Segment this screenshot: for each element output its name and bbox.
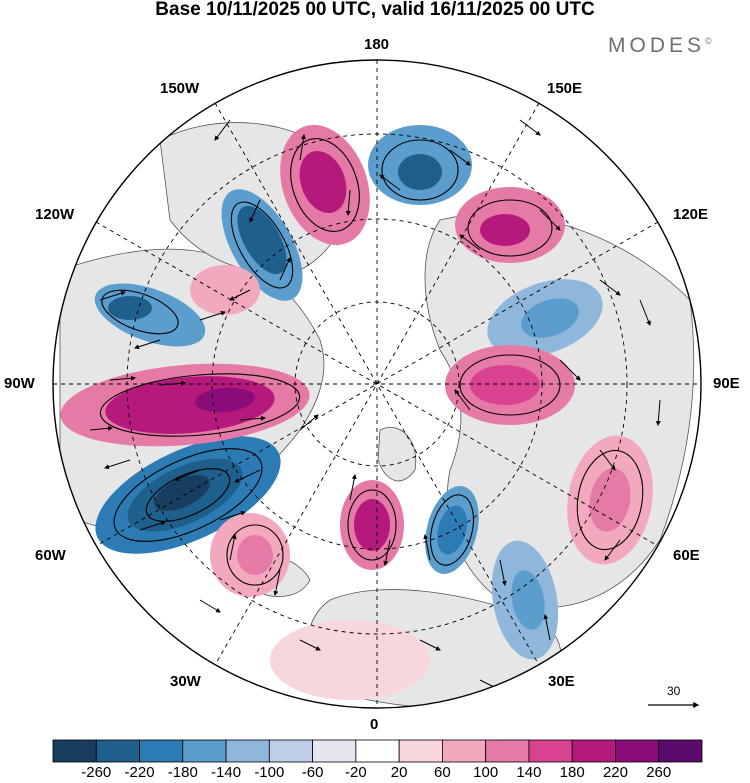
colorbar-swatch bbox=[95, 739, 140, 763]
colorbar-swatch bbox=[398, 739, 443, 763]
colorbar-tick-label: 60 bbox=[434, 764, 451, 781]
map-title: Base 10/11/2025 00 UTC, valid 16/11/2025… bbox=[155, 0, 595, 20]
lon-label-120e: 120E bbox=[673, 206, 709, 223]
colorbar-swatch bbox=[52, 739, 97, 763]
colorbar-swatch bbox=[268, 739, 314, 763]
colorbar-swatch bbox=[312, 739, 357, 763]
colorbar-tick-label: 100 bbox=[473, 764, 499, 781]
lon-label-120w: 120W bbox=[35, 206, 75, 223]
colorbar-tick-label: 20 bbox=[390, 764, 408, 781]
polar-stereographic-map bbox=[52, 59, 702, 709]
colorbar-tick-label: -100 bbox=[254, 764, 285, 781]
colorbar-tick-label: -220 bbox=[124, 764, 155, 781]
colorbar-tick-label: -20 bbox=[345, 764, 367, 781]
lon-label-0: 0 bbox=[370, 716, 379, 733]
colorbar-tick-label: -140 bbox=[211, 764, 242, 781]
lon-label-90e: 90E bbox=[713, 375, 740, 392]
wind-vectors bbox=[89, 119, 661, 691]
colorbar-swatch bbox=[485, 739, 530, 763]
colorbar-swatch bbox=[615, 739, 660, 763]
colorbar-swatch bbox=[225, 739, 270, 763]
colorbar-swatch bbox=[182, 739, 227, 763]
lon-label-180: 180 bbox=[364, 36, 390, 53]
lon-label-60w: 60W bbox=[35, 547, 66, 564]
lon-label-150e: 150E bbox=[547, 80, 583, 97]
geopotential-anomaly-field bbox=[60, 124, 653, 700]
colorbar-swatch bbox=[441, 739, 487, 763]
streamline-contours bbox=[99, 138, 644, 586]
colorbar-swatch bbox=[528, 739, 573, 763]
colorbar-swatch bbox=[139, 739, 184, 763]
colorbar-tick-label: -260 bbox=[81, 764, 112, 781]
colorbar-swatch bbox=[658, 739, 703, 763]
colorbar-tick-label: -180 bbox=[167, 764, 198, 781]
modes-logo: MODES© bbox=[608, 34, 712, 58]
colorbar-swatch bbox=[571, 739, 616, 763]
lon-label-60e: 60E bbox=[673, 547, 700, 564]
colorbar-tick-label: 140 bbox=[516, 764, 542, 781]
colorbar-tick-label: 220 bbox=[602, 764, 628, 781]
modes-logo-text: MODES bbox=[608, 34, 706, 57]
colorbar-swatch bbox=[355, 739, 400, 763]
lon-label-30w: 30W bbox=[170, 673, 201, 690]
colorbar-tick-label: -60 bbox=[301, 764, 324, 781]
lon-label-150w: 150W bbox=[160, 80, 200, 97]
copyright-mark: © bbox=[705, 36, 712, 46]
map-boundary bbox=[52, 59, 702, 709]
lon-label-90w: 90W bbox=[4, 375, 35, 392]
reference-vector-label: 30 bbox=[667, 684, 681, 698]
colorbar-tick-label: 260 bbox=[646, 764, 672, 781]
colorbar-tick-label: 180 bbox=[559, 764, 585, 781]
graticule bbox=[53, 60, 701, 708]
lon-label-30e: 30E bbox=[548, 673, 575, 690]
